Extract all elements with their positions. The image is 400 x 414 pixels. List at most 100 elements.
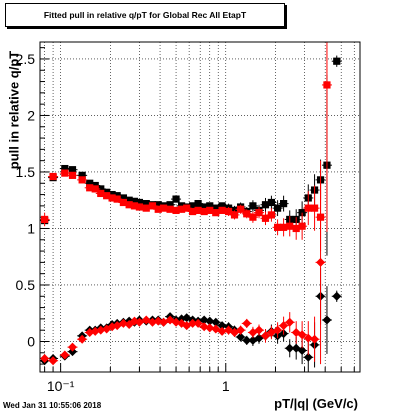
- square-marker: [194, 206, 202, 214]
- square-marker: [61, 169, 69, 177]
- square-marker: [78, 171, 86, 179]
- y-tick-label: 2.5: [16, 51, 36, 67]
- square-marker: [119, 198, 128, 207]
- diamond-marker: [303, 333, 313, 343]
- diamond-marker: [297, 330, 307, 340]
- square-marker: [224, 207, 233, 216]
- diamond-marker: [68, 342, 78, 352]
- diamond-marker: [217, 326, 227, 336]
- diamond-marker: [297, 346, 307, 356]
- square-marker: [333, 57, 341, 65]
- x-tick-label: 10⁻¹: [47, 378, 75, 394]
- square-marker: [125, 196, 133, 204]
- square-marker: [142, 200, 150, 208]
- diamond-marker: [211, 317, 221, 327]
- square-marker: [212, 209, 220, 217]
- square-marker: [166, 201, 174, 209]
- square-marker: [243, 210, 251, 218]
- diamond-marker: [285, 343, 295, 353]
- square-marker: [130, 197, 139, 205]
- square-marker: [298, 222, 306, 230]
- diamond-marker: [40, 353, 50, 363]
- square-marker: [108, 194, 116, 202]
- y-tick-label: 2: [27, 107, 35, 123]
- diamond-marker: [118, 318, 128, 328]
- diamond-marker: [285, 317, 295, 327]
- square-marker: [154, 201, 162, 209]
- square-marker: [119, 194, 128, 202]
- diamond-marker: [48, 356, 58, 366]
- y-tick-label: 0: [27, 333, 35, 349]
- diamond-marker: [205, 323, 215, 333]
- square-marker: [310, 204, 319, 212]
- square-marker: [230, 211, 239, 219]
- diamond-marker: [260, 331, 270, 341]
- square-marker: [135, 203, 144, 211]
- square-marker: [273, 223, 282, 231]
- square-marker: [91, 185, 99, 193]
- square-marker: [292, 224, 300, 233]
- square-marker: [97, 185, 105, 193]
- square-marker: [267, 211, 276, 219]
- square-marker: [249, 213, 257, 221]
- plot-border: [39, 41, 361, 373]
- square-marker: [61, 164, 69, 173]
- diamond-marker: [303, 352, 313, 362]
- square-marker: [206, 202, 214, 210]
- diamond-marker: [279, 321, 289, 331]
- square-marker: [286, 222, 294, 230]
- diamond-marker: [236, 332, 246, 342]
- diamond-marker: [188, 318, 198, 328]
- square-marker: [154, 205, 162, 213]
- square-marker: [142, 204, 150, 212]
- square-marker: [148, 202, 157, 210]
- square-marker: [125, 201, 133, 209]
- square-marker: [86, 179, 94, 187]
- y-tick-label: 1.5: [16, 164, 36, 180]
- diamond-marker: [68, 347, 78, 357]
- y-tick-label: 1: [27, 220, 35, 236]
- diamond-marker: [60, 350, 70, 360]
- square-marker: [177, 205, 186, 213]
- square-marker: [323, 81, 331, 89]
- diamond-marker: [273, 325, 283, 335]
- chart-title-box: Fitted pull in relative q/pT for Global …: [5, 3, 285, 27]
- diamond-marker: [332, 291, 342, 301]
- diamond-marker: [254, 325, 264, 335]
- square-marker: [304, 204, 312, 212]
- diamond-marker: [217, 321, 227, 331]
- x-tick-label: 1: [222, 378, 230, 394]
- diamond-marker: [322, 315, 332, 325]
- diamond-marker: [205, 316, 215, 326]
- square-marker: [41, 215, 49, 224]
- x-axis-label: pT/|q| (GeV/c): [274, 396, 358, 411]
- diamond-marker: [77, 334, 87, 344]
- y-axis-label-box: pull in relative q/pT: [2, 40, 26, 180]
- square-marker: [68, 166, 77, 174]
- square-marker: [172, 195, 180, 203]
- diamond-marker: [242, 335, 252, 345]
- square-marker: [189, 202, 197, 210]
- square-marker: [212, 204, 220, 212]
- square-marker: [249, 202, 257, 210]
- square-marker: [166, 205, 174, 213]
- square-marker: [218, 202, 226, 210]
- square-marker: [279, 223, 288, 231]
- square-marker: [194, 200, 202, 208]
- diamond-marker: [96, 325, 106, 335]
- square-marker: [279, 200, 288, 208]
- square-marker: [86, 184, 94, 192]
- square-marker: [206, 206, 214, 214]
- square-marker: [237, 205, 245, 213]
- diamond-marker: [316, 257, 326, 267]
- square-marker: [135, 198, 144, 207]
- diamond-marker: [147, 317, 157, 327]
- square-marker: [267, 198, 276, 207]
- diamond-marker: [242, 318, 252, 328]
- square-marker: [172, 206, 180, 214]
- square-marker: [200, 207, 208, 216]
- square-marker: [218, 206, 226, 214]
- square-marker: [273, 204, 282, 212]
- square-marker: [159, 204, 168, 212]
